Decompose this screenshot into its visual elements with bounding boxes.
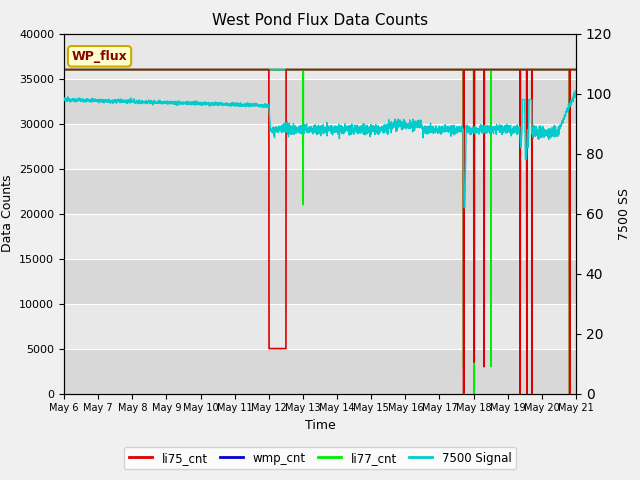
X-axis label: Time: Time [305,419,335,432]
Y-axis label: Data Counts: Data Counts [1,175,13,252]
Bar [64,79,576,123]
Bar [64,168,576,214]
Bar [64,123,576,168]
Text: WP_flux: WP_flux [72,50,127,63]
Title: West Pond Flux Data Counts: West Pond Flux Data Counts [212,13,428,28]
Legend: li75_cnt, wmp_cnt, li77_cnt, 7500 Signal: li75_cnt, wmp_cnt, li77_cnt, 7500 Signal [124,447,516,469]
Bar [64,259,576,303]
Bar [64,214,576,259]
Bar [64,34,576,79]
Y-axis label: 7500 SS: 7500 SS [618,188,630,240]
Bar [64,303,576,348]
Bar [64,348,576,394]
